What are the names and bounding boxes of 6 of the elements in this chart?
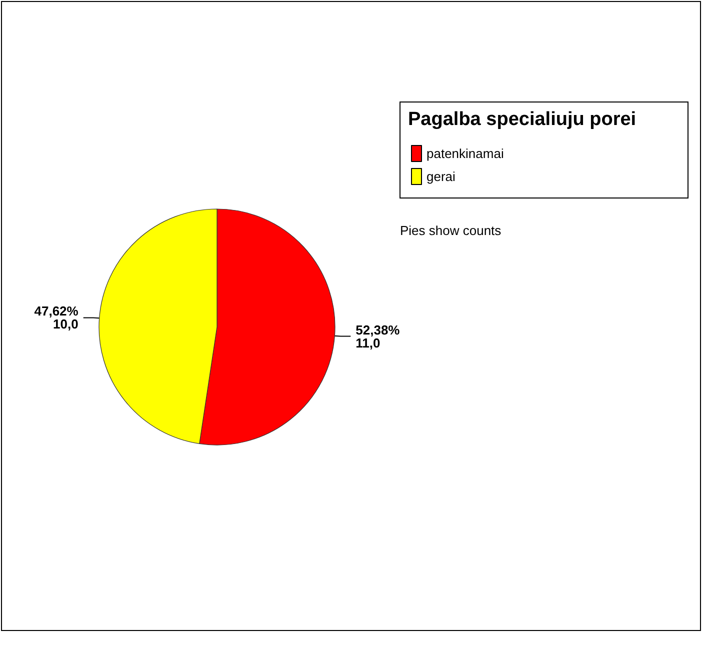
data-label: 47,62% 10,0 (34, 304, 79, 332)
legend-title: Pagalba specialiuju porei (408, 109, 636, 130)
legend-label: gerai (426, 169, 456, 184)
legend-label: patenkinamai (426, 146, 504, 161)
text: Pies show counts (400, 223, 502, 238)
data-label: 52,38% 11,0 (356, 322, 400, 350)
